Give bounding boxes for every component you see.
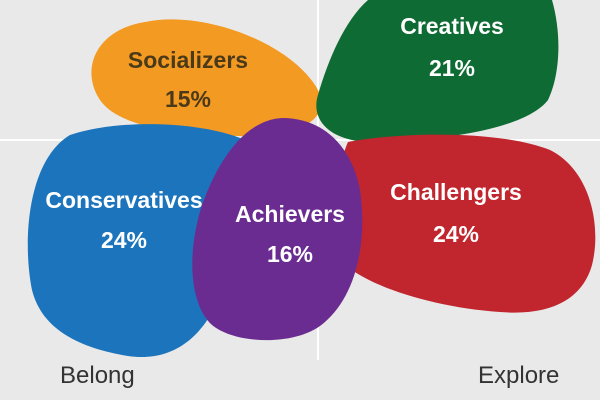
creatives-name: Creatives <box>400 13 504 39</box>
challengers-name: Challengers <box>390 179 522 205</box>
conservatives-share: 24% <box>101 227 147 253</box>
socializers-blob <box>91 19 322 137</box>
achievers-share: 16% <box>267 241 313 267</box>
conservatives-name: Conservatives <box>45 187 202 213</box>
axis-label-belong: Belong <box>60 362 135 389</box>
creatives-share: 21% <box>429 55 475 81</box>
achievers-name: Achievers <box>235 201 345 227</box>
axis-label-explore: Explore <box>478 362 560 389</box>
socializers-name: Socializers <box>128 47 248 73</box>
challengers-blob <box>338 134 596 313</box>
conservatives-blob <box>27 124 252 358</box>
creatives-blob <box>316 0 559 143</box>
socializers-share: 15% <box>165 86 211 112</box>
challengers-share: 24% <box>433 221 479 247</box>
achievers-blob <box>192 118 363 341</box>
